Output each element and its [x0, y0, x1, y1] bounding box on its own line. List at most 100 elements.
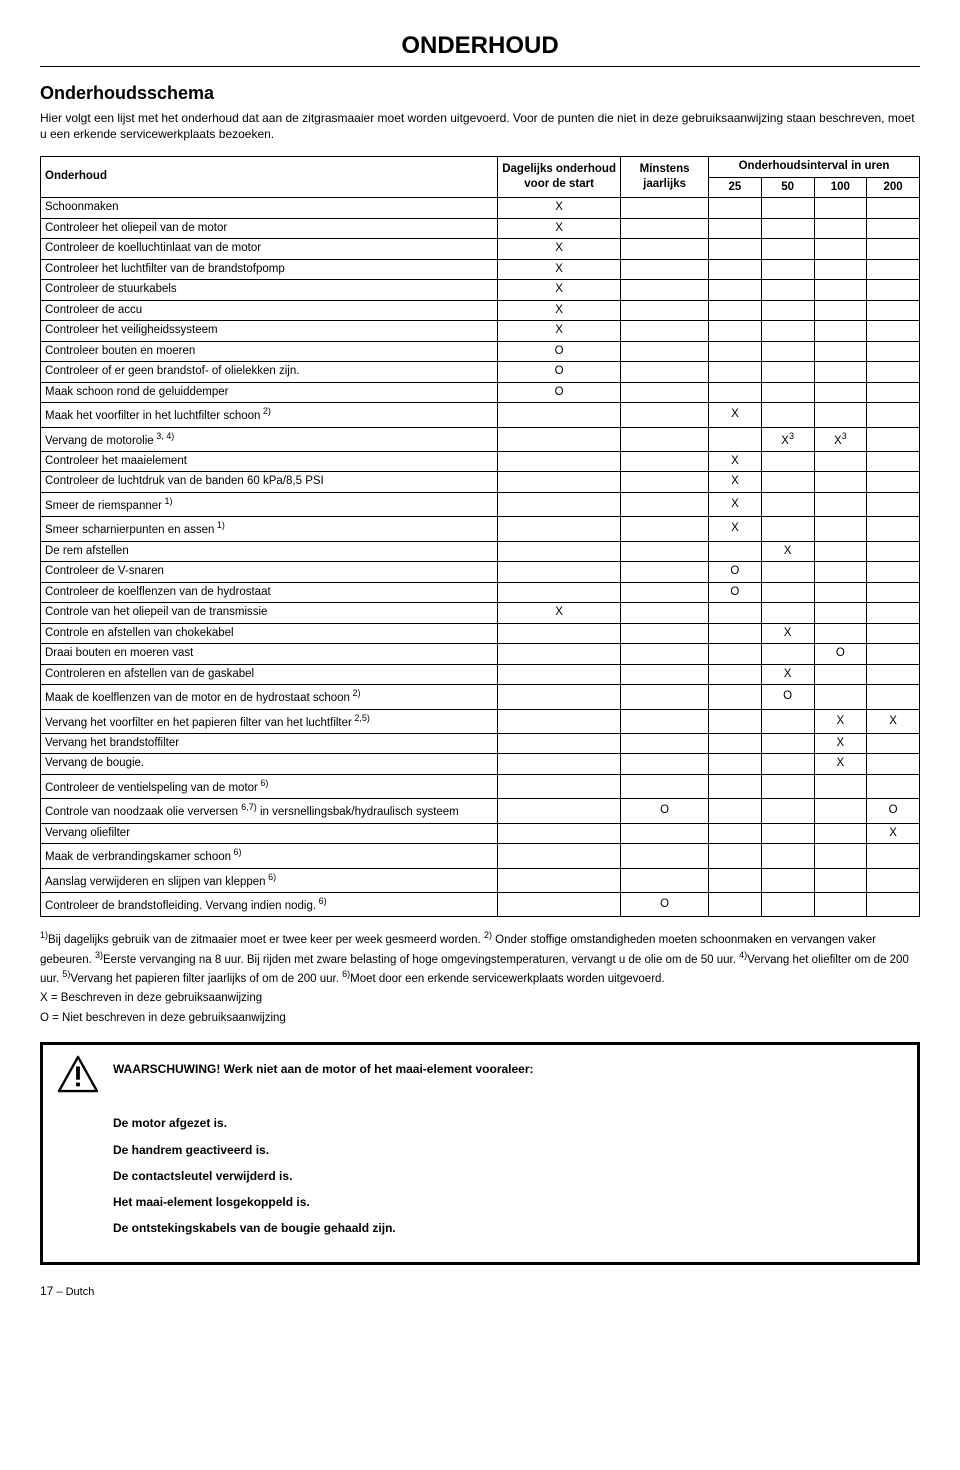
- cell-daily: X: [498, 239, 621, 260]
- cell-daily: [498, 685, 621, 709]
- cell-yearly: [621, 341, 709, 362]
- cell-25: [709, 709, 762, 733]
- cell-25: X: [709, 403, 762, 427]
- cell-daily: [498, 868, 621, 892]
- cell-daily: [498, 492, 621, 516]
- cell-100: [814, 799, 867, 823]
- cell-yearly: [621, 427, 709, 451]
- header-100: 100: [814, 177, 867, 198]
- cell-25: [709, 541, 762, 562]
- cell-yearly: [621, 733, 709, 754]
- cell-yearly: [621, 709, 709, 733]
- cell-yearly: O: [621, 892, 709, 916]
- header-daily: Dagelijks onderhoud voor de start: [498, 157, 621, 198]
- cell-daily: X: [498, 218, 621, 239]
- cell-daily: [498, 541, 621, 562]
- cell-yearly: [621, 198, 709, 219]
- cell-50: [761, 198, 814, 219]
- cell-200: [867, 427, 920, 451]
- table-row: Controle en afstellen van chokekabelX: [41, 623, 920, 644]
- cell-200: [867, 239, 920, 260]
- cell-100: X3: [814, 427, 867, 451]
- table-row: Controleer of er geen brandstof- of olie…: [41, 362, 920, 383]
- cell-50: [761, 733, 814, 754]
- cell-daily: [498, 774, 621, 798]
- cell-25: [709, 198, 762, 219]
- cell-yearly: [621, 844, 709, 868]
- cell-100: X: [814, 754, 867, 775]
- cell-25: [709, 362, 762, 383]
- cell-200: [867, 382, 920, 403]
- cell-50: O: [761, 685, 814, 709]
- cell-50: X3: [761, 427, 814, 451]
- cell-yearly: [621, 492, 709, 516]
- cell-100: [814, 280, 867, 301]
- cell-100: [814, 492, 867, 516]
- cell-200: [867, 754, 920, 775]
- table-row: Draai bouten en moeren vastO: [41, 644, 920, 665]
- cell-yearly: O: [621, 799, 709, 823]
- cell-daily: [498, 644, 621, 665]
- title-rule: [40, 66, 920, 67]
- cell-25: [709, 239, 762, 260]
- cell-daily: O: [498, 382, 621, 403]
- cell-25: X: [709, 492, 762, 516]
- table-row: Controleer de accuX: [41, 300, 920, 321]
- cell-yearly: [621, 382, 709, 403]
- cell-100: [814, 774, 867, 798]
- cell-100: [814, 451, 867, 472]
- cell-100: X: [814, 733, 867, 754]
- table-row: Controle van noodzaak olie verversen 6,7…: [41, 799, 920, 823]
- cell-50: [761, 403, 814, 427]
- table-row: Controleer het veiligheidssysteemX: [41, 321, 920, 342]
- row-name: De rem afstellen: [41, 541, 498, 562]
- header-interval: Onderhoudsinterval in uren: [709, 157, 920, 178]
- row-name: Controle van het oliepeil van de transmi…: [41, 603, 498, 624]
- cell-50: [761, 259, 814, 280]
- row-name: Controleer het veiligheidssysteem: [41, 321, 498, 342]
- cell-100: [814, 541, 867, 562]
- cell-daily: [498, 892, 621, 916]
- row-name: Draai bouten en moeren vast: [41, 644, 498, 665]
- cell-50: [761, 300, 814, 321]
- table-row: Smeer de riemspanner 1)X: [41, 492, 920, 516]
- cell-50: X: [761, 541, 814, 562]
- warning-item: De motor afgezet is.: [113, 1115, 903, 1131]
- row-name: Vervang het brandstoffilter: [41, 733, 498, 754]
- table-row: Vervang de bougie.X: [41, 754, 920, 775]
- row-name: Controleer de brandstofleiding. Vervang …: [41, 892, 498, 916]
- page-number: 17: [40, 1284, 53, 1298]
- cell-daily: [498, 844, 621, 868]
- cell-yearly: [621, 403, 709, 427]
- cell-50: [761, 799, 814, 823]
- cell-200: [867, 603, 920, 624]
- cell-200: [867, 844, 920, 868]
- cell-yearly: [621, 517, 709, 541]
- cell-50: [761, 709, 814, 733]
- row-name: Controleer de stuurkabels: [41, 280, 498, 301]
- cell-25: [709, 321, 762, 342]
- cell-25: [709, 623, 762, 644]
- cell-50: [761, 382, 814, 403]
- cell-yearly: [621, 362, 709, 383]
- cell-100: [814, 562, 867, 583]
- cell-100: [814, 517, 867, 541]
- page-footer: 17 – Dutch: [40, 1283, 920, 1300]
- cell-200: [867, 623, 920, 644]
- warning-box: WAARSCHUWING! Werk niet aan de motor of …: [40, 1042, 920, 1265]
- table-row: Controleer het maaielementX: [41, 451, 920, 472]
- cell-50: [761, 517, 814, 541]
- cell-50: [761, 868, 814, 892]
- footnote-main: 1)Bij dagelijks gebruik van de zitmaaier…: [40, 929, 920, 987]
- cell-25: [709, 341, 762, 362]
- cell-200: [867, 517, 920, 541]
- table-row: Vervang het brandstoffilter X: [41, 733, 920, 754]
- cell-yearly: [621, 754, 709, 775]
- warning-item: De ontstekingskabels van de bougie gehaa…: [113, 1220, 903, 1236]
- cell-25: [709, 218, 762, 239]
- cell-200: [867, 582, 920, 603]
- table-row: Maak schoon rond de geluiddemperO: [41, 382, 920, 403]
- table-row: Maak het voorfilter in het luchtfilter s…: [41, 403, 920, 427]
- cell-daily: X: [498, 280, 621, 301]
- cell-200: [867, 892, 920, 916]
